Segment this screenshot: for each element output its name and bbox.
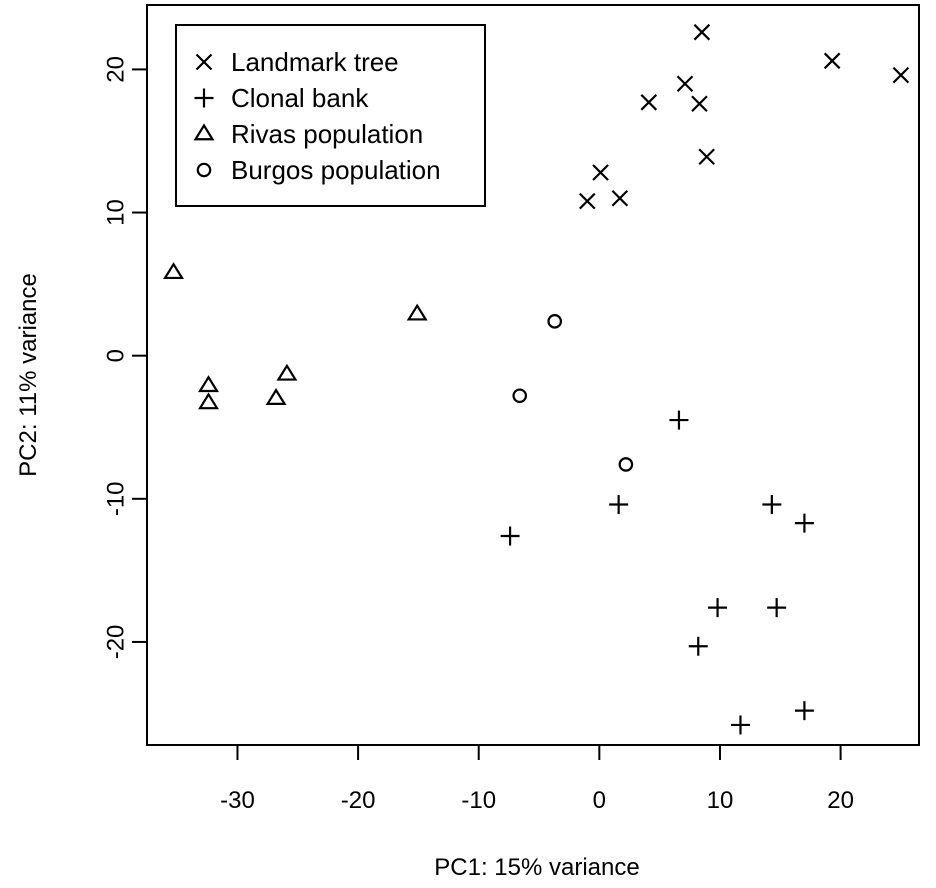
y-axis-title: PC2: 11% variance xyxy=(15,273,42,477)
data-point xyxy=(640,94,658,111)
data-point xyxy=(767,598,787,618)
legend-item: Clonal bank xyxy=(194,83,369,113)
legend-frame xyxy=(175,24,486,207)
legend-items: Landmark tree Clonal bank Rivas population… xyxy=(193,47,441,185)
x-tick-label: -20 xyxy=(341,787,376,814)
y-tick-label: -10 xyxy=(102,481,129,516)
data-point xyxy=(500,526,520,546)
data-point xyxy=(406,303,428,321)
x-tick-label: -30 xyxy=(220,787,255,814)
data-point xyxy=(730,715,750,735)
x-axis-title: PC1: 15% variance xyxy=(434,854,639,881)
legend-marker xyxy=(194,88,214,108)
y-tick-label: 10 xyxy=(102,199,129,226)
data-point xyxy=(265,388,287,405)
legend-item: Landmark tree xyxy=(195,47,399,77)
series-clonal-bank xyxy=(500,410,814,735)
data-point xyxy=(691,95,708,113)
data-point xyxy=(794,513,814,533)
data-point xyxy=(892,66,910,84)
plot-frame xyxy=(146,4,920,746)
data-point xyxy=(609,495,629,515)
legend-marker xyxy=(193,123,215,141)
legend-item: Rivas population xyxy=(193,119,423,149)
data-point xyxy=(198,392,219,410)
series-landmark-tree xyxy=(579,23,910,210)
data-point xyxy=(198,375,219,393)
data-point xyxy=(276,363,298,381)
data-point xyxy=(688,636,708,656)
x-tick-label: 10 xyxy=(707,787,734,814)
y-tick-label: 20 xyxy=(102,56,129,83)
y-axis: -20 -10 0 10 20 xyxy=(102,56,148,660)
data-point xyxy=(676,75,694,93)
data-point xyxy=(708,598,728,618)
data-point xyxy=(823,52,841,70)
data-point xyxy=(762,495,782,515)
x-tick-label: -10 xyxy=(461,787,496,814)
series-burgos-population xyxy=(512,314,634,472)
series-rivas-population xyxy=(163,262,428,410)
data-point xyxy=(611,189,629,207)
legend-marker xyxy=(195,53,213,71)
legend-marker xyxy=(196,162,212,178)
y-tick-label: -20 xyxy=(102,625,129,660)
data-point xyxy=(669,410,689,430)
data-points xyxy=(163,23,910,735)
data-point xyxy=(698,148,715,165)
data-point xyxy=(579,192,596,210)
data-point xyxy=(512,388,528,404)
data-point xyxy=(163,262,185,280)
data-point xyxy=(592,164,609,181)
x-tick-label: 20 xyxy=(827,787,854,814)
data-point xyxy=(794,701,814,721)
data-point xyxy=(547,314,563,329)
legend-label: Clonal bank xyxy=(231,83,369,113)
data-point xyxy=(693,23,711,41)
legend-label: Burgos population xyxy=(231,155,441,185)
legend-item: Burgos population xyxy=(196,155,441,185)
x-axis: -30 -20 -10 0 10 20 xyxy=(220,744,854,814)
x-tick-label: 0 xyxy=(593,787,606,814)
legend: Landmark tree Clonal bank Rivas population… xyxy=(175,24,486,207)
data-point xyxy=(618,457,634,472)
legend-label: Landmark tree xyxy=(231,47,399,77)
y-tick-label: 0 xyxy=(102,349,129,362)
legend-label: Rivas population xyxy=(231,119,423,149)
